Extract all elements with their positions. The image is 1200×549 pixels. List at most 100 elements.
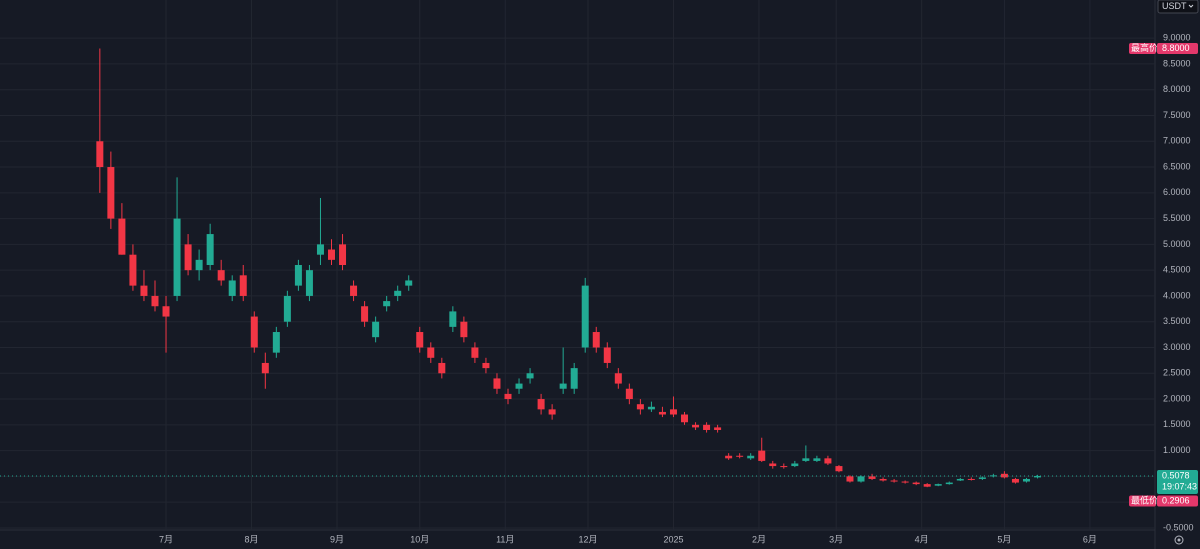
candle-body [449, 311, 457, 327]
candle-body [548, 409, 556, 415]
x-tick-label: 12月 [578, 534, 597, 544]
candle-body [239, 275, 247, 296]
candle-body [714, 427, 722, 430]
last-price-box [1157, 469, 1198, 494]
x-tick-label: 8月 [245, 534, 259, 544]
candle-body [184, 244, 192, 271]
x-tick-label: 9月 [330, 534, 344, 544]
y-tick-label: 5.0000 [1163, 239, 1191, 249]
candle-body [327, 249, 335, 260]
marker-value-box [1157, 495, 1198, 507]
y-tick-label: 6.5000 [1163, 161, 1191, 171]
candle-body [493, 378, 501, 389]
candle-body [592, 332, 600, 348]
candle-body [879, 478, 887, 481]
candle-body [372, 321, 380, 338]
candle-body [416, 332, 424, 348]
y-tick-label: 1.0000 [1163, 445, 1191, 455]
x-tick-label: 5月 [997, 534, 1011, 544]
candle-body [647, 406, 655, 410]
marker-value: 8.8000 [1162, 43, 1190, 53]
candle-body [636, 404, 644, 410]
marker-tag [1129, 42, 1156, 54]
settings-icon[interactable] [1174, 535, 1184, 545]
candle-body [140, 285, 148, 296]
last-price-label: 0.5078 [1162, 470, 1190, 480]
x-tick-label: 6月 [1083, 534, 1097, 544]
candle-body [901, 481, 909, 483]
y-tick-label: 7.5000 [1163, 110, 1191, 120]
gear[interactable] [1174, 535, 1184, 545]
candle-body [438, 362, 446, 374]
y-tick-label: 5.5000 [1163, 213, 1191, 223]
candle-body [283, 295, 291, 322]
candle-body [250, 316, 258, 348]
candle-body [173, 218, 181, 296]
y-tick-label: 6.0000 [1163, 187, 1191, 197]
candle-body [162, 306, 170, 317]
price-axis [1155, 0, 1200, 549]
candle-body [945, 482, 953, 485]
candle-body [1022, 478, 1030, 482]
candle-body [692, 424, 700, 428]
gear-center[interactable] [1177, 538, 1181, 542]
x-tick-label: 2025 [663, 534, 683, 544]
marker-text: 最高价 [1131, 42, 1158, 53]
candle-body [703, 424, 711, 430]
candle-body [350, 285, 358, 296]
y-tick-label: 3.0000 [1163, 342, 1191, 352]
candle-body [603, 347, 611, 363]
candle-body [791, 463, 799, 467]
x-tick-label: 2月 [752, 534, 766, 544]
candle-body [857, 476, 865, 482]
candle-body [272, 332, 280, 353]
currency-box[interactable] [1157, 0, 1199, 14]
candle-body [394, 290, 402, 296]
candle-body [868, 476, 876, 479]
grid [0, 0, 1155, 530]
candle-body [526, 373, 534, 379]
candle-body [339, 244, 347, 265]
candle-body [614, 373, 622, 384]
candle-body [978, 477, 986, 479]
dropdown-arrow[interactable] [1188, 4, 1194, 8]
candle-body [956, 478, 964, 481]
candle-body [669, 409, 677, 415]
y-tick-label: 3.5000 [1163, 316, 1191, 326]
candle-body [305, 270, 313, 296]
currency-label[interactable]: USDT [1162, 1, 1187, 11]
candle-body [658, 411, 666, 415]
candle-body [228, 280, 236, 296]
candles [96, 48, 1042, 488]
candle-body [515, 383, 523, 389]
y-tick-label: -0.5000 [1163, 522, 1194, 532]
candle-body [912, 482, 920, 485]
candle-body [107, 167, 115, 219]
y-tick-label: 8.0000 [1163, 84, 1191, 94]
candle-body [559, 383, 567, 389]
candle-body [383, 301, 391, 307]
candle-body [581, 285, 589, 348]
candle-body [934, 484, 942, 486]
candle-body [681, 414, 689, 423]
candle-body [537, 399, 545, 410]
candle-body [261, 362, 269, 374]
x-tick-label: 11月 [496, 534, 514, 544]
y-tick-label: 2.5000 [1163, 368, 1191, 378]
candle-body [725, 455, 733, 459]
y-tick-label: 4.5000 [1163, 265, 1191, 275]
x-tick-label: 4月 [915, 534, 929, 544]
x-tick-label: 3月 [829, 534, 843, 544]
candle-body [1034, 475, 1042, 478]
candle-body [217, 270, 225, 281]
candle-body [129, 254, 137, 286]
candle-body [769, 463, 777, 467]
candle-body [460, 321, 468, 338]
candle-body [427, 347, 435, 358]
candle-body [835, 466, 843, 472]
y-tick-label: 7.0000 [1163, 136, 1191, 146]
y-tick-label: 1.5000 [1163, 419, 1191, 429]
currency-select[interactable]: USDT [1157, 0, 1199, 14]
candle-body [802, 458, 810, 461]
